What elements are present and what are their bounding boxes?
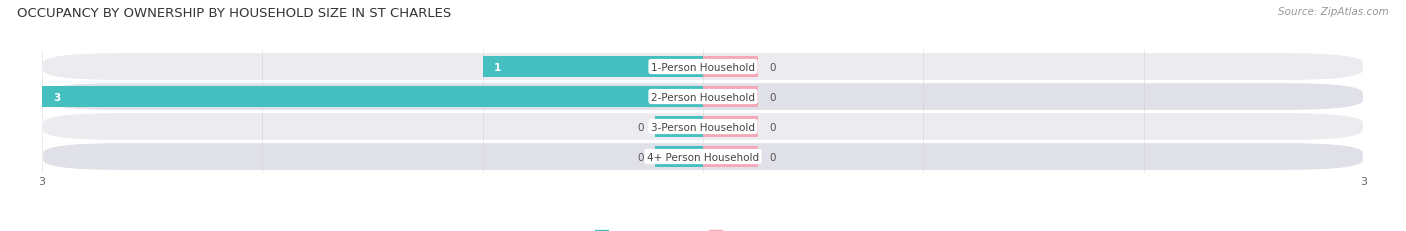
Text: OCCUPANCY BY OWNERSHIP BY HOUSEHOLD SIZE IN ST CHARLES: OCCUPANCY BY OWNERSHIP BY HOUSEHOLD SIZE… xyxy=(17,7,451,20)
FancyBboxPatch shape xyxy=(42,113,1364,141)
Text: 0: 0 xyxy=(769,152,776,162)
Bar xyxy=(703,57,758,77)
Text: 1: 1 xyxy=(494,62,501,72)
Text: 1-Person Household: 1-Person Household xyxy=(651,62,755,72)
Text: 0: 0 xyxy=(769,122,776,132)
Bar xyxy=(482,57,703,77)
FancyBboxPatch shape xyxy=(42,53,1364,82)
Text: 3-Person Household: 3-Person Household xyxy=(651,122,755,132)
FancyBboxPatch shape xyxy=(42,83,1364,111)
Text: 0: 0 xyxy=(769,92,776,102)
Text: 4+ Person Household: 4+ Person Household xyxy=(647,152,759,162)
Text: 0: 0 xyxy=(769,62,776,72)
Bar xyxy=(703,147,758,167)
Text: 2-Person Household: 2-Person Household xyxy=(651,92,755,102)
Legend: Owner-occupied, Renter-occupied: Owner-occupied, Renter-occupied xyxy=(591,226,815,231)
Bar xyxy=(655,117,703,137)
Bar xyxy=(655,147,703,167)
Bar xyxy=(703,87,758,107)
Text: Source: ZipAtlas.com: Source: ZipAtlas.com xyxy=(1278,7,1389,17)
Text: 0: 0 xyxy=(637,152,644,162)
FancyBboxPatch shape xyxy=(42,143,1364,171)
Bar xyxy=(42,87,703,107)
Text: 3: 3 xyxy=(53,92,60,102)
Text: 0: 0 xyxy=(637,122,644,132)
Bar xyxy=(703,117,758,137)
